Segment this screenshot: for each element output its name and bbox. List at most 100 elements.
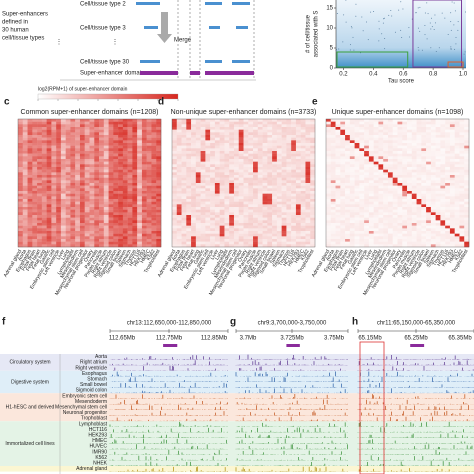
heat-cell	[426, 119, 432, 122]
heat-cell	[392, 175, 398, 178]
heat-cell	[70, 233, 76, 237]
heat-cell	[364, 127, 370, 130]
heat-cell	[94, 148, 100, 152]
heat-cell	[248, 132, 254, 136]
heat-cell	[310, 231, 316, 234]
heat-cell	[22, 244, 28, 248]
heat-cell	[205, 180, 211, 184]
heat-cell	[262, 188, 268, 192]
heat-cell	[416, 217, 422, 221]
heat-cell	[51, 204, 57, 208]
heat-cell	[300, 153, 306, 157]
heat-cell	[195, 164, 201, 168]
heat-cell	[94, 172, 100, 176]
heat-cell	[267, 215, 273, 218]
heat-cell	[276, 119, 282, 122]
column-label: Aorta	[17, 248, 28, 262]
heat-cell	[229, 143, 235, 146]
heat-cell	[392, 177, 398, 181]
heat-cell	[113, 119, 119, 122]
heat-cell	[257, 153, 263, 157]
heat-cell	[407, 204, 412, 208]
heat-cell	[392, 132, 398, 136]
heat-cell	[141, 199, 147, 202]
heat-cell	[267, 220, 273, 224]
heat-cell	[27, 159, 33, 162]
heat-cell	[435, 201, 441, 205]
heat-cell	[195, 220, 201, 224]
heat-cell	[127, 185, 133, 189]
heat-cell	[407, 143, 412, 146]
heat-cell	[354, 153, 360, 157]
heat-cell	[18, 225, 23, 229]
heat-cell	[340, 204, 346, 208]
heat-cell	[435, 215, 441, 218]
heat-cell	[99, 236, 104, 240]
heat-cell	[276, 159, 282, 162]
heat-cell	[411, 185, 417, 189]
heat-cell	[191, 196, 197, 200]
heat-cell	[354, 196, 360, 200]
heat-cell	[426, 225, 432, 229]
heat-cell	[151, 143, 157, 146]
heat-cell	[41, 233, 47, 237]
heat-cell	[60, 201, 66, 205]
heat-cell	[364, 207, 370, 210]
heat-cell	[392, 143, 398, 146]
heat-cell	[137, 143, 143, 146]
heat-cell	[103, 137, 109, 141]
heat-cell	[84, 175, 90, 178]
heat-cell	[392, 145, 398, 149]
heat-cell	[186, 180, 192, 184]
heat-cell	[335, 135, 341, 138]
heat-cell	[335, 137, 341, 141]
heat-cell	[281, 151, 287, 154]
heat-cell	[449, 217, 455, 221]
heat-cell	[122, 151, 128, 154]
heat-cell	[359, 148, 365, 152]
heat-cell	[151, 167, 157, 170]
domain-label: Super-enhancer domains	[80, 71, 147, 77]
heat-cell	[22, 159, 28, 162]
heat-cell	[103, 244, 109, 248]
heat-cell	[281, 156, 287, 160]
heat-cell	[108, 212, 114, 216]
heat-cell	[253, 239, 258, 242]
heat-cell	[295, 204, 301, 208]
heat-cell	[445, 145, 451, 149]
heat-cell	[364, 223, 370, 226]
heat-cell	[146, 145, 152, 149]
heat-cell	[27, 148, 33, 152]
heat-cell	[238, 140, 244, 144]
heat-cell	[18, 137, 23, 141]
heat-cell	[27, 225, 33, 229]
heat-cell	[113, 175, 119, 178]
heat-cell	[156, 175, 162, 178]
heat-cell	[41, 217, 47, 221]
heat-cell	[267, 199, 273, 202]
heat-cell	[387, 207, 393, 210]
heat-cell	[70, 156, 76, 160]
dot	[355, 3, 357, 5]
heat-cell	[200, 175, 206, 178]
heat-cell	[219, 241, 225, 245]
heat-cell	[214, 228, 220, 232]
heat-cell	[378, 233, 384, 237]
heat-cell	[84, 132, 90, 136]
heat-cell	[60, 145, 66, 149]
type-label: Cell/tissue type 30	[80, 60, 130, 66]
heat-cell	[60, 191, 66, 194]
heat-cell	[407, 199, 412, 202]
heat-cell	[99, 164, 104, 168]
heat-cell	[146, 228, 152, 232]
heat-cell	[368, 167, 374, 170]
heat-cell	[378, 169, 384, 173]
heat-cell	[257, 132, 263, 136]
heat-cell	[359, 239, 365, 242]
heat-cell	[349, 127, 355, 130]
heat-cell	[146, 148, 152, 152]
heat-cell	[345, 199, 351, 202]
heat-cell	[459, 175, 465, 178]
heat-cell	[378, 204, 384, 208]
heat-cell	[354, 215, 360, 218]
